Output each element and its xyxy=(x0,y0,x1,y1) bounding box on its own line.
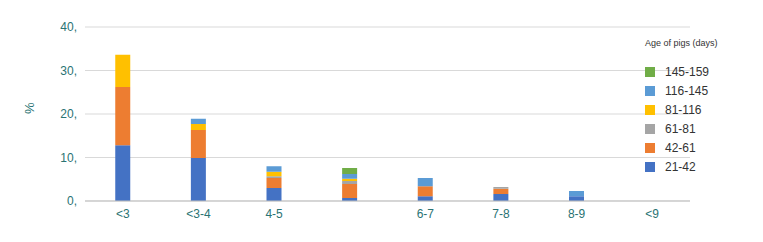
svg-text:30,: 30, xyxy=(60,64,77,78)
html-text:61-81: 61-81 xyxy=(665,121,696,136)
html-text:42-61: 42-61 xyxy=(665,140,696,155)
svg-text:<3-4: <3-4 xyxy=(186,207,211,221)
svg-text:8-9: 8-9 xyxy=(568,207,586,221)
html-text:116-145: 116-145 xyxy=(665,83,709,98)
svg-text:%: % xyxy=(22,102,37,114)
svg-text:7-8: 7-8 xyxy=(492,207,510,221)
html-text:145-159: 145-159 xyxy=(665,64,709,79)
html-text:81-116: 81-116 xyxy=(665,102,702,117)
html-text:Age of pigs (days): Age of pigs (days) xyxy=(645,38,718,48)
svg-text:10,: 10, xyxy=(60,151,77,165)
svg-text:4-5: 4-5 xyxy=(265,207,283,221)
svg-text:<9: <9 xyxy=(645,207,659,221)
svg-text:40,: 40, xyxy=(60,20,77,34)
svg-text:20,: 20, xyxy=(60,107,77,121)
html-text:21-42: 21-42 xyxy=(665,159,696,174)
svg-text:<3: <3 xyxy=(116,207,130,221)
svg-text:6-7: 6-7 xyxy=(417,207,435,221)
svg-text:0,: 0, xyxy=(67,194,77,208)
